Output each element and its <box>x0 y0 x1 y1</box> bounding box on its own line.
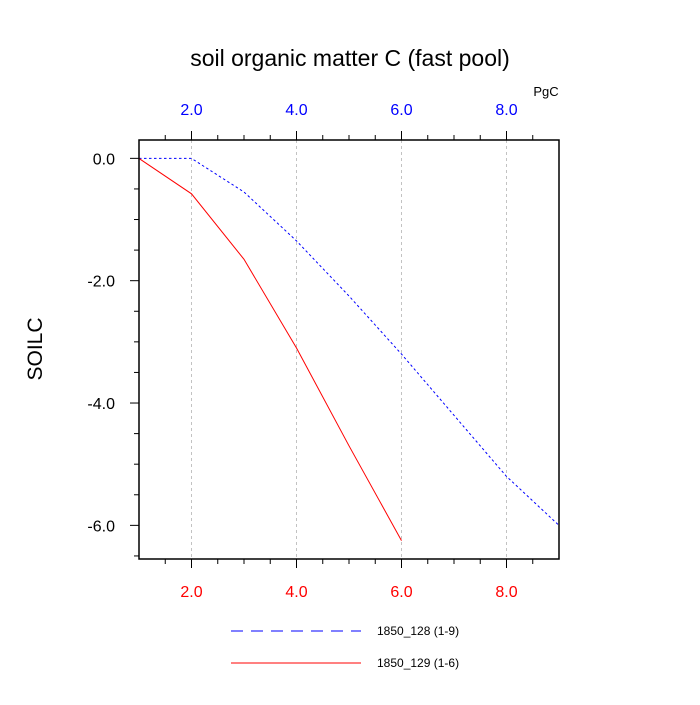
x-tick-label-bottom: 6.0 <box>390 584 412 601</box>
y-tick-label: 0.0 <box>93 151 115 168</box>
legend: 1850_128 (1-9) 1850_129 (1-6) <box>231 624 459 670</box>
grid-lines <box>191 140 507 559</box>
y-axis-label: SOILC <box>24 317 47 380</box>
y-tick-label: -2.0 <box>87 274 115 291</box>
legend-label: 1850_128 (1-9) <box>377 624 459 638</box>
series-line <box>138 157 402 541</box>
y-tick-label: -4.0 <box>87 396 115 413</box>
chart-title: soil organic matter C (fast pool) <box>190 45 510 71</box>
tick-labels: 2.0 4.0 6.0 8.0 2.0 4.0 6.0 8.0 0.0 -2.0 -4.0 -6.0 <box>87 102 517 601</box>
axis-ticks <box>130 131 534 568</box>
x-tick-label-bottom: 8.0 <box>495 584 517 601</box>
y-tick-label: -6.0 <box>87 518 115 535</box>
top-axis-unit-label: PgC <box>533 84 558 99</box>
x-tick-label-bottom: 4.0 <box>285 584 307 601</box>
legend-label: 1850_129 (1-6) <box>377 656 459 670</box>
x-tick-label-top: 4.0 <box>285 102 307 119</box>
series-line <box>139 157 560 526</box>
plot-frame <box>138 139 560 560</box>
x-tick-label-top: 6.0 <box>390 102 412 119</box>
series-lines <box>138 157 560 541</box>
x-tick-label-top: 2.0 <box>180 102 202 119</box>
x-tick-label-bottom: 2.0 <box>180 584 202 601</box>
x-tick-label-top: 8.0 <box>495 102 517 119</box>
